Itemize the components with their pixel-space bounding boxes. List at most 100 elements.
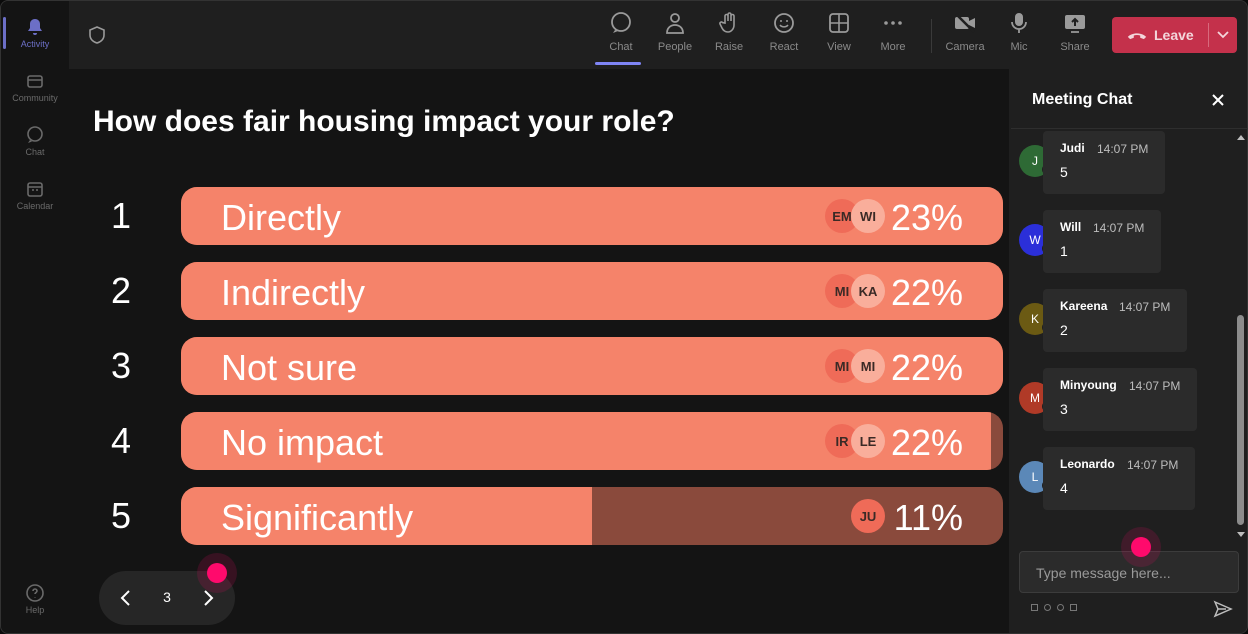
share-screen-icon <box>1065 15 1085 33</box>
grid-icon <box>829 13 849 33</box>
raise-label: Raise <box>714 41 744 53</box>
camera-label: Camera <box>945 41 985 53</box>
chat-message[interactable]: Leonardo 14:07 PM 4 <box>1043 447 1195 510</box>
more-dots-icon <box>884 21 902 25</box>
rail-item-calendar[interactable]: Calendar <box>1 169 69 221</box>
scroll-down-icon[interactable] <box>1236 531 1246 539</box>
message-sender: Judi <box>1060 141 1085 155</box>
chat-scrollbar[interactable] <box>1235 131 1247 543</box>
poll-question: How does fair housing impact your role? <box>93 105 675 138</box>
calendar-icon <box>27 182 43 197</box>
chat-message[interactable]: Minyoung 14:07 PM 3 <box>1043 368 1197 431</box>
option-number: 3 <box>110 345 132 386</box>
message-sender: Minyoung <box>1060 378 1117 392</box>
avatar-initial: W <box>1029 233 1041 247</box>
message-text: 1 <box>1060 243 1068 259</box>
option-percent: 11% <box>893 497 963 538</box>
message-time: 14:07 PM <box>1093 221 1145 235</box>
message-sender: Kareena <box>1060 299 1108 313</box>
voter-avatar: LE <box>851 424 885 458</box>
option-number: 4 <box>110 420 132 461</box>
rail-label: Activity <box>20 39 50 49</box>
page-number: 3 <box>163 589 171 605</box>
camera-button[interactable]: Camera <box>939 11 991 63</box>
leave-label: Leave <box>1154 27 1194 43</box>
gif-icon[interactable] <box>1070 604 1077 611</box>
poll-option-bar[interactable]: Indirectly 22% MI KA <box>181 262 1003 320</box>
rail-label: Community <box>12 93 58 103</box>
chevron-right-icon[interactable] <box>197 586 219 610</box>
message-time: 14:07 PM <box>1129 379 1181 393</box>
mic-label: Mic <box>1010 41 1028 53</box>
option-fill <box>181 487 592 545</box>
scrollbar-thumb[interactable] <box>1237 315 1244 525</box>
option-label: Directly <box>221 197 342 238</box>
people-label: People <box>657 41 693 53</box>
poll-option-bar[interactable]: Directly 23% EM WI <box>181 187 1003 245</box>
voter-avatar: MI <box>851 349 885 383</box>
people-button[interactable]: People <box>649 11 701 63</box>
camera-off-icon <box>955 13 975 33</box>
phone-hangup-icon <box>1127 33 1147 40</box>
chevron-down-icon[interactable] <box>1215 26 1231 42</box>
avatar-initial: K <box>1030 312 1039 326</box>
chat-button[interactable]: Chat <box>595 11 647 65</box>
share-button[interactable]: Share <box>1049 11 1101 63</box>
option-percent: 22% <box>890 272 963 313</box>
rail-item-community[interactable]: Community <box>1 61 69 113</box>
shield-icon[interactable] <box>87 25 107 45</box>
person-icon <box>666 13 684 34</box>
chat-label: Chat <box>609 41 633 53</box>
leave-button[interactable]: Leave <box>1112 17 1237 53</box>
view-label: View <box>827 41 851 53</box>
format-icon[interactable] <box>1031 604 1038 611</box>
raise-hand-button[interactable]: Raise <box>703 11 755 63</box>
more-button[interactable]: More <box>867 11 919 63</box>
message-text: 5 <box>1060 164 1068 180</box>
close-icon[interactable] <box>1207 89 1229 111</box>
more-label: More <box>880 41 906 53</box>
chat-icon <box>27 126 43 143</box>
rail-item-activity[interactable]: Activity <box>1 7 69 59</box>
option-label: Not sure <box>221 347 358 388</box>
chat-message[interactable]: Will 14:07 PM 1 <box>1043 210 1161 273</box>
pointer-indicator <box>1131 537 1151 557</box>
avatar-initial: M <box>1030 391 1040 405</box>
view-button[interactable]: View <box>813 11 865 63</box>
chevron-left-icon[interactable] <box>115 586 137 610</box>
emoji-icon[interactable] <box>1057 604 1064 611</box>
send-icon[interactable] <box>1213 599 1233 619</box>
attach-icon[interactable] <box>1044 604 1051 611</box>
option-label: No impact <box>221 422 384 463</box>
microphone-icon <box>1011 13 1027 33</box>
pointer-indicator <box>207 563 227 583</box>
rail-item-help[interactable]: Help <box>1 573 69 625</box>
share-label: Share <box>1060 41 1090 53</box>
option-label: Significantly <box>221 497 414 538</box>
poll-option-bar[interactable]: No impact 22% IR LE <box>181 412 1003 470</box>
scroll-up-icon[interactable] <box>1236 133 1246 141</box>
meeting-toolbar: Chat People Raise React View More Camera <box>69 1 1247 69</box>
poll-option-bar[interactable]: Not sure 22% MI MI <box>181 337 1003 395</box>
option-percent: 23% <box>890 197 963 238</box>
chat-message[interactable]: Kareena 14:07 PM 2 <box>1043 289 1187 352</box>
voter-avatar: WI <box>851 199 885 233</box>
chat-title: Meeting Chat <box>1032 91 1133 108</box>
chat-message[interactable]: Judi 14:07 PM 5 <box>1043 131 1165 194</box>
option-percent: 22% <box>890 422 963 463</box>
chat-divider <box>1011 128 1247 129</box>
react-label: React <box>769 41 799 53</box>
toolbar-divider <box>931 19 932 53</box>
message-time: 14:07 PM <box>1127 458 1179 472</box>
message-input[interactable]: Type message here... <box>1019 551 1239 593</box>
message-placeholder: Type message here... <box>1036 565 1171 581</box>
poll-option-bar[interactable]: Significantly 11% JU <box>181 487 1003 545</box>
mic-button[interactable]: Mic <box>993 11 1045 63</box>
message-time: 14:07 PM <box>1119 300 1171 314</box>
meeting-chat-panel: Meeting Chat J Judi 14:07 PM 5 W Will 14:07 PM… <box>1011 69 1247 633</box>
message-text: 4 <box>1060 480 1068 496</box>
option-percent: 22% <box>890 347 963 388</box>
rail-item-chat[interactable]: Chat <box>1 115 69 167</box>
react-button[interactable]: React <box>758 11 810 63</box>
